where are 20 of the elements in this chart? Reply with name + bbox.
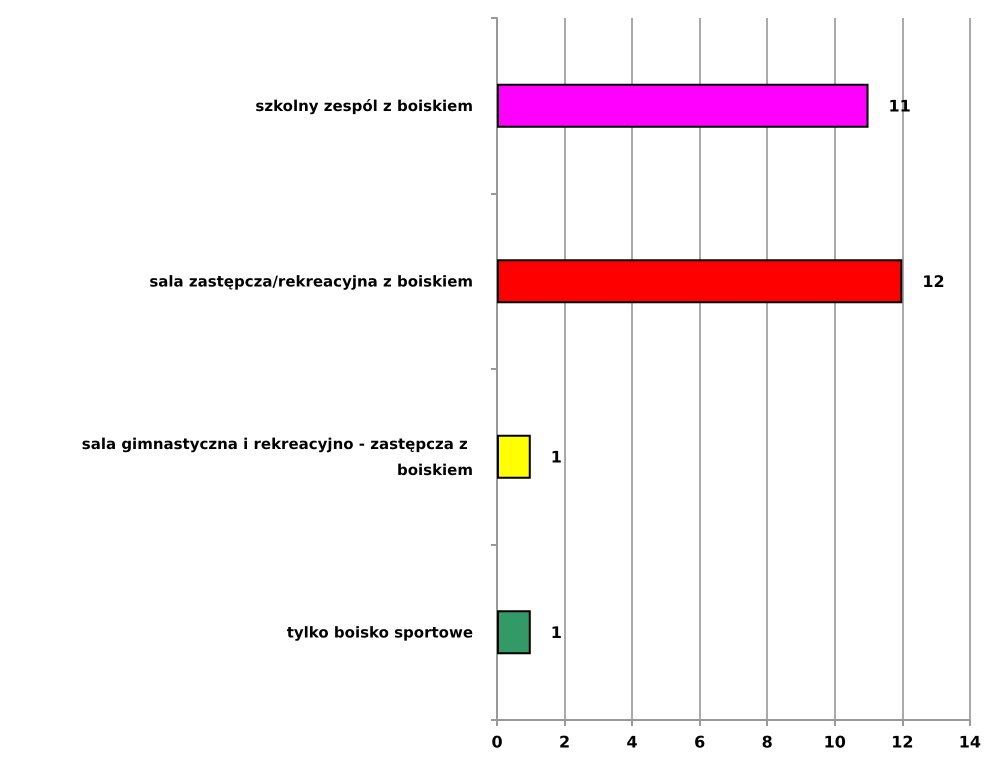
y-tick-label: sala zastępcza/rekreacyjna z boiskiem [149,272,473,290]
data-label: 11 [888,96,911,116]
data-label: 12 [922,272,945,291]
bar [497,84,869,128]
y-tick-label: sala gimnastyczna i rekreacyjno - zastępcza z boiskiem [82,434,473,479]
bar [497,259,902,304]
y-tick-label: szkolny zespól z boiskiem [255,96,473,115]
x-tick-label: 10 [824,732,846,752]
x-tick-label: 2 [558,732,570,752]
bar [497,434,531,479]
x-tick-label: 14 [958,732,981,752]
x-tick-label: 0 [491,732,503,752]
data-label: 1 [550,447,562,466]
x-tick-label: 6 [694,732,706,752]
bar [497,610,531,654]
x-tick-label: 8 [762,732,773,752]
data-label: 1 [550,622,562,642]
x-tick-label: 12 [891,732,914,752]
y-tick-label: tylko boisko sportowe [286,623,473,642]
x-tick-label: 4 [626,732,638,752]
